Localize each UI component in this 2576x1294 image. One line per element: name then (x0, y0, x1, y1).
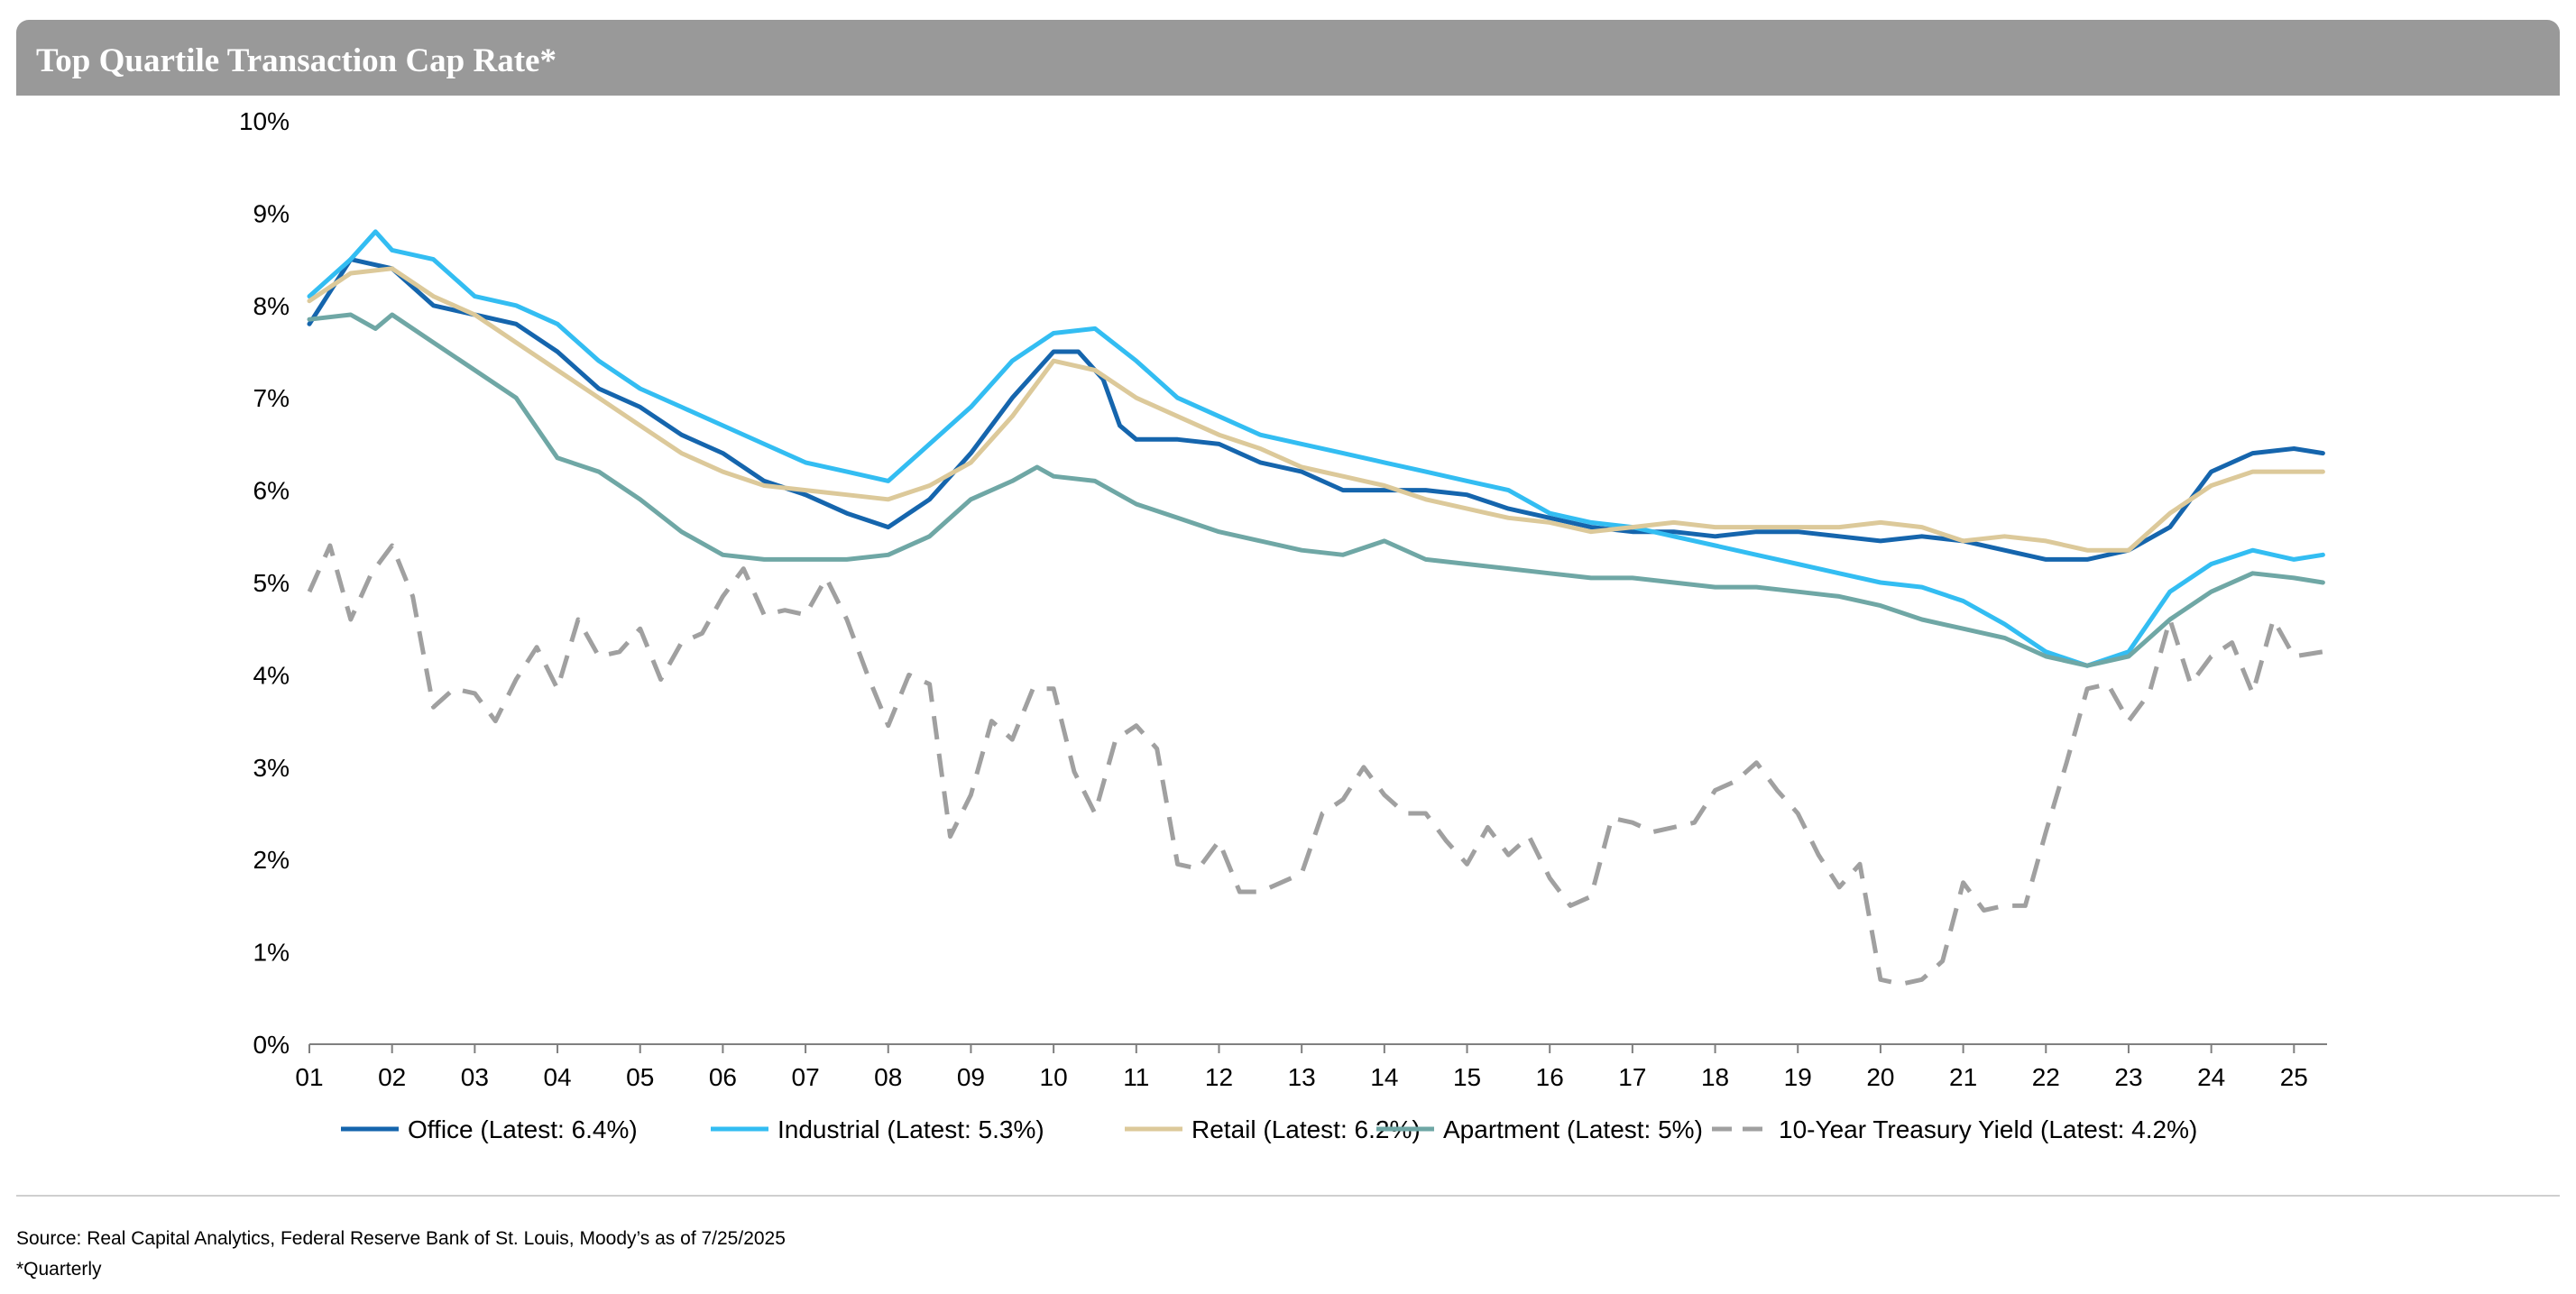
y-tick-label: 9% (253, 199, 290, 227)
chart-header-bar: Top Quartile Transaction Cap Rate* (16, 20, 2560, 96)
legend-label-0: Office (Latest: 6.4%) (408, 1115, 638, 1143)
x-tick-label: 14 (1370, 1063, 1398, 1091)
x-tick-label: 19 (1784, 1063, 1812, 1091)
x-tick-label: 06 (709, 1063, 737, 1091)
series-line-1 (307, 229, 2325, 668)
x-tick-label: 08 (874, 1063, 902, 1091)
y-tick-label: 1% (253, 939, 290, 967)
line-chart: 0% 1% 2% 3% 4% 5% 6% 7% 8% 9% 10% 01 02 03 04 05 06 07 08 0… (239, 107, 2327, 1143)
y-tick-label: 6% (253, 477, 290, 505)
y-tick-label: 5% (253, 569, 290, 597)
y-tick-label: 2% (253, 846, 290, 874)
x-tick-label: 25 (2280, 1063, 2308, 1091)
x-tick-label: 05 (626, 1063, 654, 1091)
x-tick-label: 11 (1123, 1063, 1149, 1091)
x-tick-label: 23 (2114, 1063, 2142, 1091)
legend-label-4: 10-Year Treasury Yield (Latest: 4.2%) (1779, 1115, 2197, 1143)
x-tick-label: 15 (1453, 1063, 1481, 1091)
x-tick-label: 21 (1949, 1063, 1977, 1091)
x-tick-label: 09 (957, 1063, 985, 1091)
series-line-4 (307, 543, 2323, 987)
x-tick-label: 16 (1536, 1063, 1564, 1091)
x-tick-label: 02 (378, 1063, 406, 1091)
x-tick-label: 18 (1701, 1063, 1729, 1091)
y-tick-label: 10% (239, 107, 290, 135)
y-tick-label: 4% (253, 661, 290, 689)
legend-label-1: Industrial (Latest: 5.3%) (777, 1115, 1044, 1143)
x-tick-label: 24 (2197, 1063, 2225, 1091)
series-line-3 (307, 312, 2325, 668)
x-tick-label: 12 (1205, 1063, 1233, 1091)
x-tick-label: 17 (1618, 1063, 1646, 1091)
y-tick-label: 3% (253, 754, 290, 782)
source-note: Source: Real Capital Analytics, Federal … (16, 1228, 786, 1249)
y-tick-label: 8% (253, 292, 290, 320)
y-tick-label: 7% (253, 384, 290, 412)
x-tick-label: 20 (1866, 1063, 1894, 1091)
quarterly-note: *Quarterly (16, 1259, 102, 1280)
x-tick-label: 04 (543, 1063, 571, 1091)
x-tick-label: 07 (792, 1063, 820, 1091)
chart-title: Top Quartile Transaction Cap Rate* (36, 42, 557, 79)
x-tick-label: 10 (1040, 1063, 1068, 1091)
x-tick-label: 13 (1288, 1063, 1316, 1091)
series-line-0 (307, 257, 2325, 562)
legend-label-3: Apartment (Latest: 5%) (1443, 1115, 1703, 1143)
y-tick-label: 0% (253, 1031, 290, 1059)
footer-divider (16, 1195, 2560, 1197)
x-tick-label: 03 (461, 1063, 489, 1091)
x-tick-label: 22 (2032, 1063, 2060, 1091)
x-tick-label: 01 (295, 1063, 323, 1091)
series-line-2 (307, 266, 2325, 553)
